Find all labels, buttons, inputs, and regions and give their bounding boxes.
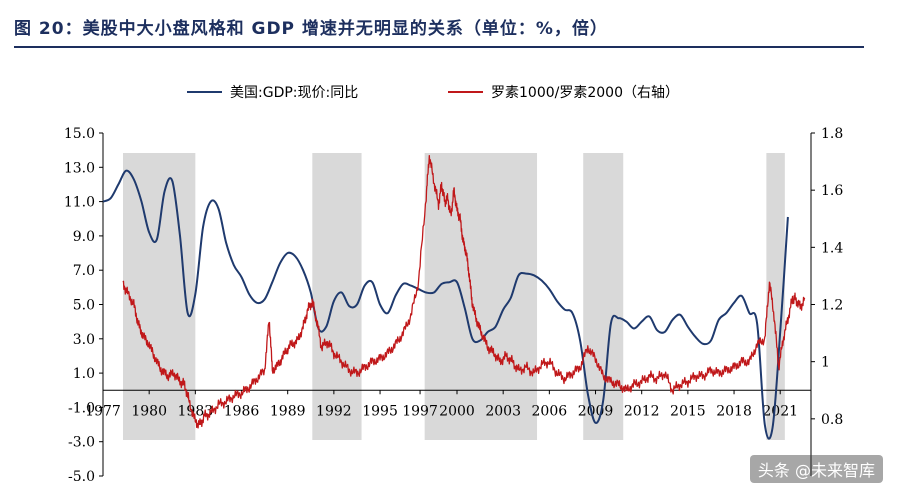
y-left-tick-label: -3.0 (68, 435, 95, 451)
y-left-tick-label: 3.0 (73, 332, 95, 348)
x-tick-label: 2000 (439, 403, 475, 419)
y-right-tick-label: 1.8 (821, 126, 843, 142)
shaded-period (766, 153, 785, 440)
x-tick-label: 1997 (402, 403, 438, 419)
x-tick-label: 2003 (485, 403, 521, 419)
shaded-period (583, 153, 624, 440)
legend-label-gdp: 美国:GDP:现价:同比 (230, 85, 358, 101)
legend-label-ratio: 罗素1000/罗素2000（右轴） (491, 85, 679, 101)
y-right-tick-label: 1 (821, 355, 830, 371)
y-left-tick-label: 9.0 (73, 229, 95, 245)
y-left-tick-label: 7.0 (73, 263, 95, 279)
watermark: 头条 @未来智库 (749, 455, 883, 483)
series-line-gdp (102, 169, 789, 440)
y-left-tick-label: 5.0 (73, 298, 95, 314)
x-tick-label: 2009 (578, 403, 614, 419)
y-left-tick-label: -5.0 (68, 469, 95, 485)
y-left-tick-label: 13.0 (64, 160, 95, 176)
x-tick-label: 2021 (762, 403, 798, 419)
y-right-tick-label: 1.4 (821, 240, 843, 256)
x-tick-label: 1977 (85, 403, 121, 419)
y-left-tick-label: -1.0 (68, 400, 95, 416)
chart-title: 图 20：美股中大小盘风格和 GDP 增速并无明显的关系（单位：%，倍） (14, 19, 608, 39)
y-right-tick-label: 0.8 (821, 412, 843, 428)
x-tick-label: 1980 (131, 403, 167, 419)
x-tick-label: 2006 (532, 403, 568, 419)
x-tick-label: 2018 (716, 403, 752, 419)
y-right-tick-label: 1.2 (821, 298, 843, 314)
x-tick-label: 2012 (624, 403, 660, 419)
y-left-tick-label: 15.0 (64, 126, 95, 142)
shaded-period (424, 153, 538, 440)
y-left-tick-label: 11.0 (64, 195, 95, 211)
x-tick-label: 1995 (362, 403, 398, 419)
shaded-period (123, 153, 196, 440)
y-right-tick-label: 1.6 (821, 183, 843, 199)
title-rule (14, 46, 864, 48)
x-tick-label: 2015 (670, 403, 706, 419)
x-tick-label: 1989 (270, 403, 306, 419)
y-left-tick-label: 1.0 (73, 366, 95, 382)
series-line-ratio (122, 154, 806, 429)
x-tick-label: 1986 (224, 403, 260, 419)
x-tick-label: 1992 (316, 403, 352, 419)
